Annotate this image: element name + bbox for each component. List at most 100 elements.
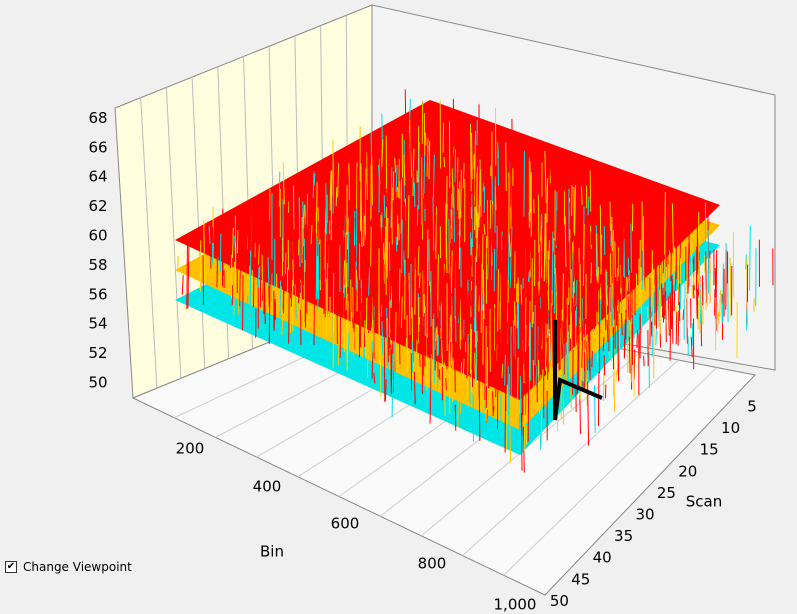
- surface-spike: [307, 205, 309, 273]
- surface-spike: [471, 303, 473, 324]
- surface-spike: [390, 167, 393, 228]
- surface-spike: [449, 279, 452, 316]
- surface-spike: [232, 227, 234, 259]
- surface-spike: [527, 271, 530, 282]
- surface-spike: [329, 233, 331, 283]
- surface-spike: [368, 268, 371, 296]
- surface-spike: [690, 243, 693, 297]
- surface-spike: [342, 157, 344, 189]
- surface-spike: [279, 280, 282, 323]
- surface-spike: [557, 276, 559, 315]
- surface-spike: [395, 164, 398, 192]
- surface-spike: [343, 260, 346, 293]
- surface-spike: [268, 275, 271, 345]
- surface-spike: [230, 251, 232, 269]
- surface-spike: [679, 258, 682, 302]
- surface-spike: [603, 354, 606, 376]
- surface-spike: [628, 336, 631, 374]
- surface-spike: [398, 223, 400, 241]
- surface-spike: [657, 273, 660, 322]
- surface-spike: [674, 265, 677, 291]
- surface-spike: [464, 224, 467, 277]
- surface-spike: [578, 244, 581, 262]
- surface-spike: [565, 342, 567, 404]
- surface-spike: [615, 219, 618, 246]
- surface-spike: [208, 226, 211, 244]
- surface-spike: [467, 290, 470, 332]
- surface-spike: [553, 255, 556, 314]
- bin-tick-label: 600: [331, 515, 360, 533]
- surface-spike: [491, 328, 493, 346]
- surface-spike: [321, 247, 324, 259]
- surface-spike: [609, 230, 611, 250]
- surface-spike: [616, 268, 619, 282]
- surface-spike: [571, 212, 574, 242]
- surface-spike: [394, 157, 396, 173]
- z-tick-label: 68: [88, 109, 107, 127]
- surface-spike: [436, 300, 438, 320]
- surface-spike: [418, 272, 421, 288]
- surface-spike: [507, 302, 510, 368]
- surface-spike: [538, 312, 540, 360]
- surface-spike: [550, 338, 552, 362]
- surface-spike: [609, 253, 612, 286]
- cursor: [553, 320, 603, 421]
- surface-spike: [501, 249, 503, 272]
- surface: [175, 89, 774, 473]
- surface-spike: [423, 153, 426, 199]
- surface-spike: [664, 191, 666, 255]
- surface-spike: [474, 256, 477, 317]
- surface-spike: [378, 158, 380, 213]
- surface-spike: [584, 323, 587, 353]
- surface-spike: [429, 326, 432, 346]
- surface-spike: [233, 261, 235, 315]
- surface-spike: [437, 334, 440, 356]
- surface-spike: [394, 263, 397, 298]
- surface-spike: [632, 306, 635, 339]
- surface-spike: [474, 352, 476, 383]
- surface-spike: [663, 307, 665, 319]
- surface-spike: [282, 162, 285, 205]
- checkbox[interactable]: ✔: [5, 561, 17, 573]
- surface-spike: [311, 173, 314, 236]
- surface-spike: [453, 185, 455, 243]
- surface-spike: [356, 162, 358, 209]
- surface-spike: [606, 319, 609, 342]
- surface-top: [175, 100, 720, 400]
- surface-spike: [287, 201, 290, 213]
- surface-spike: [567, 324, 570, 386]
- surface-spike: [614, 241, 616, 278]
- surface-spike: [512, 320, 515, 358]
- surface-spike: [242, 275, 244, 331]
- surface-spike: [690, 336, 693, 358]
- surface-spike: [476, 218, 478, 262]
- surface-spike: [507, 232, 510, 281]
- surface-spike: [675, 311, 678, 345]
- surface-spike: [620, 312, 623, 336]
- surface-spike: [617, 299, 620, 324]
- surface-spike: [688, 253, 691, 287]
- change-viewpoint[interactable]: ✔ Change Viewpoint: [5, 560, 132, 574]
- surface-spike: [445, 356, 448, 370]
- surface-spike: [181, 275, 184, 295]
- surface-spike: [445, 377, 447, 391]
- surface-spike: [451, 168, 454, 208]
- surface-spike: [529, 161, 532, 222]
- surface-spike: [249, 250, 252, 319]
- surface-spike: [383, 286, 386, 311]
- surface-spike: [698, 309, 701, 334]
- surface-spike: [371, 156, 373, 206]
- surface-spike: [424, 156, 427, 204]
- surface-spike: [436, 215, 439, 266]
- surface-spike: [460, 170, 462, 218]
- surface-spike: [379, 243, 382, 262]
- surface-spike: [305, 202, 308, 238]
- surface-spike: [535, 365, 538, 386]
- surface-spike: [187, 245, 190, 308]
- surface-spike: [381, 321, 384, 350]
- surface-spike: [641, 310, 644, 322]
- surface-spike: [447, 158, 450, 200]
- surface-spike: [691, 323, 694, 346]
- surface-spike: [678, 283, 680, 305]
- surface-spike: [344, 291, 347, 319]
